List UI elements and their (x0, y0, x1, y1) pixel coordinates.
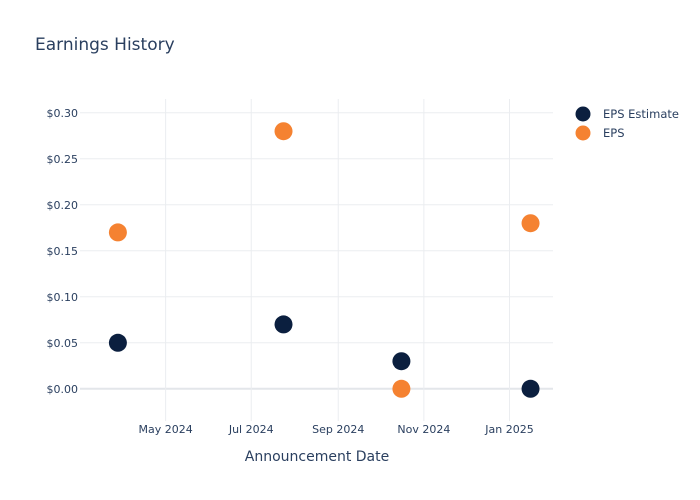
x-axis-title: Announcement Date (245, 449, 389, 465)
y-tick-label: $0.00 (47, 383, 79, 396)
legend: EPS Estimate EPS (576, 107, 679, 141)
eps-point[interactable] (275, 122, 293, 140)
eps-estimate-point[interactable] (392, 352, 410, 370)
legend-label-eps: EPS (603, 126, 625, 140)
eps-estimate-point[interactable] (275, 315, 293, 333)
x-tick-label: Sep 2024 (312, 423, 364, 436)
legend-marker-eps-estimate[interactable] (576, 107, 591, 122)
x-axis-ticks: May 2024 Jul 2024 Sep 2024 Nov 2024 Jan 2025 (139, 423, 534, 436)
eps-point[interactable] (392, 380, 410, 398)
x-tick-label: Nov 2024 (397, 423, 450, 436)
y-tick-label: $0.30 (47, 107, 79, 120)
legend-marker-eps[interactable] (576, 126, 591, 141)
x-tick-label: May 2024 (139, 423, 193, 436)
data-points (109, 122, 540, 398)
y-tick-label: $0.05 (47, 337, 79, 350)
eps-point[interactable] (522, 214, 540, 232)
y-axis-ticks: $0.30 $0.25 $0.20 $0.15 $0.10 $0.05 $0.00 (47, 107, 79, 396)
legend-label-eps-estimate: EPS Estimate (603, 107, 679, 121)
y-tick-label: $0.25 (47, 153, 79, 166)
y-tick-label: $0.10 (47, 291, 79, 304)
chart-title: Earnings History (35, 35, 175, 55)
y-tick-label: $0.15 (47, 245, 79, 258)
y-tick-label: $0.20 (47, 199, 79, 212)
x-tick-label: Jan 2025 (484, 423, 533, 436)
x-tick-label: Jul 2024 (228, 423, 274, 436)
grid (80, 99, 553, 421)
eps-estimate-point[interactable] (109, 334, 127, 352)
eps-estimate-point[interactable] (522, 380, 540, 398)
eps-point[interactable] (109, 223, 127, 241)
